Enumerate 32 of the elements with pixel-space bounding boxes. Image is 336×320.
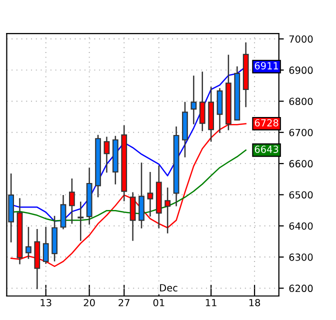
y-tick-label: 7000 xyxy=(289,35,313,43)
y-tick-label: 6200 xyxy=(289,284,313,292)
x-tick-label: 27 xyxy=(118,298,130,306)
y-tick-label: 6500 xyxy=(289,191,313,199)
candlestick xyxy=(164,188,171,234)
x-tick-label: 18 xyxy=(249,298,260,306)
y-tick-label: 6700 xyxy=(289,128,313,136)
x-tick-label: 20 xyxy=(84,298,95,306)
candlestick xyxy=(68,178,75,224)
x-tick-label: 01 xyxy=(153,298,164,306)
candlestick xyxy=(147,172,154,217)
x-tick-label: 13 xyxy=(40,298,52,306)
candlestick xyxy=(26,226,32,259)
y-tick-label: 6800 xyxy=(289,98,313,106)
candlestick xyxy=(78,202,84,241)
data-label: 6911 xyxy=(254,62,278,70)
y-tick-label: 6900 xyxy=(289,66,313,74)
y-tick-label: 6600 xyxy=(289,160,313,168)
x-tick-label: 11 xyxy=(206,299,216,306)
y-tick-label: 6400 xyxy=(289,222,313,230)
candlestick xyxy=(130,192,136,241)
candlestick xyxy=(138,162,144,228)
data-label: 6643 xyxy=(254,146,278,153)
candlestick xyxy=(104,136,110,173)
candlestick xyxy=(216,88,223,134)
candlestick xyxy=(199,72,206,132)
x-axis-title: Dec xyxy=(160,284,178,292)
candlestick xyxy=(60,195,66,230)
candlestick xyxy=(42,226,49,264)
data-label: 6728 xyxy=(254,119,278,126)
y-tick-label: 6300 xyxy=(289,254,313,261)
candlestick xyxy=(190,76,197,124)
